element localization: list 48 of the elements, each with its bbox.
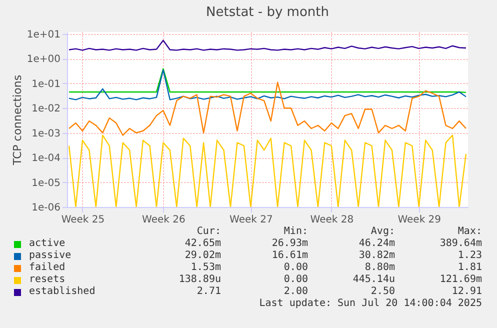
y-tick-label: 1e+01 — [26, 29, 60, 40]
line-series — [68, 69, 467, 100]
x-tick-label: Week 28 — [310, 214, 354, 226]
text: 138.89u — [178, 274, 221, 286]
y-tick-label: 1e-02 — [32, 104, 60, 115]
y-tick-label: 1e-05 — [32, 178, 60, 189]
y-tick-label: 1e-06 — [32, 202, 60, 214]
y-tick-label: 1e-04 — [32, 153, 60, 164]
text: Max: — [456, 226, 482, 238]
text: 445.14u — [352, 274, 395, 286]
line-series — [68, 40, 467, 51]
text: 1.81 — [456, 262, 482, 274]
chart-title: Netstat - by month — [206, 4, 329, 20]
x-tick-label: Week 25 — [61, 214, 105, 226]
y-tick-label: 1e-01 — [32, 78, 60, 90]
text: 1.53m — [190, 262, 221, 274]
text: 2.00 — [282, 286, 308, 298]
text: 2.50 — [370, 286, 395, 298]
y-axis-title: TCP connections — [10, 74, 24, 166]
text: 1.23 — [456, 250, 482, 262]
text: Avg: — [370, 226, 395, 238]
x-tick-label: Week 29 — [398, 214, 442, 226]
y-tick-label: 1e-03 — [32, 128, 60, 140]
x-tick-label: Week 26 — [142, 214, 186, 226]
y-tick-label: 1e+00 — [26, 54, 60, 66]
text: 16.61m — [270, 250, 308, 262]
text: Min: — [282, 226, 308, 238]
text: 121.69m — [438, 274, 482, 286]
legend-label: passive — [29, 250, 72, 262]
text: Cur: — [196, 226, 221, 238]
x-tick-label: Week 27 — [230, 214, 273, 226]
text: 46.24m — [358, 238, 395, 250]
text: Last update: Sun Jul 20 14:00:04 2025 — [258, 298, 483, 309]
text: 0.00 — [282, 274, 308, 286]
text: 2.71 — [196, 286, 221, 298]
text: 42.65m — [184, 238, 221, 250]
text: 389.64m — [438, 238, 482, 250]
line-series — [68, 82, 467, 136]
text: 0.00 — [282, 262, 308, 274]
text: 12.91 — [450, 286, 482, 298]
legend-label: active — [29, 238, 66, 250]
text: 29.02m — [184, 250, 221, 262]
text: 26.93m — [270, 238, 308, 250]
legend-label: resets — [29, 274, 66, 286]
legend-label: failed — [29, 262, 66, 274]
text: 8.80m — [364, 262, 395, 274]
legend-label: established — [29, 286, 96, 298]
text: 30.82m — [358, 250, 395, 262]
